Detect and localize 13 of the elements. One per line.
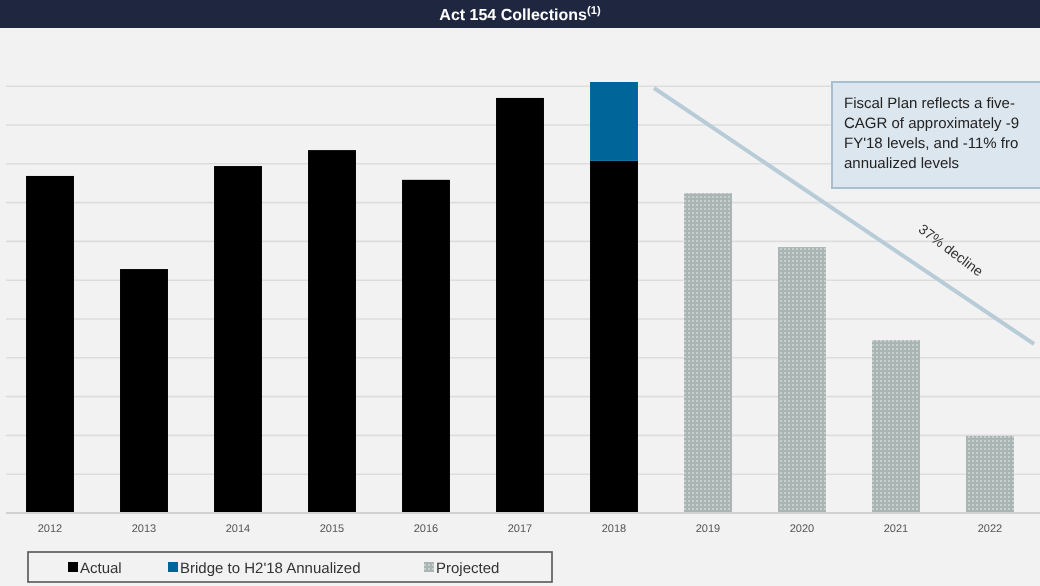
bar bbox=[214, 166, 262, 513]
bar bbox=[590, 160, 638, 513]
bar bbox=[402, 179, 450, 513]
bar bbox=[872, 340, 920, 513]
bar bbox=[26, 175, 74, 513]
bar bbox=[966, 435, 1014, 513]
bar bbox=[590, 82, 638, 161]
chart-title: Act 154 Collections$^{(1)}$ bbox=[439, 4, 601, 24]
bar bbox=[308, 150, 356, 513]
bar bbox=[496, 97, 544, 513]
bar bbox=[120, 269, 168, 513]
bar bbox=[778, 247, 826, 513]
bar bbox=[684, 193, 732, 513]
